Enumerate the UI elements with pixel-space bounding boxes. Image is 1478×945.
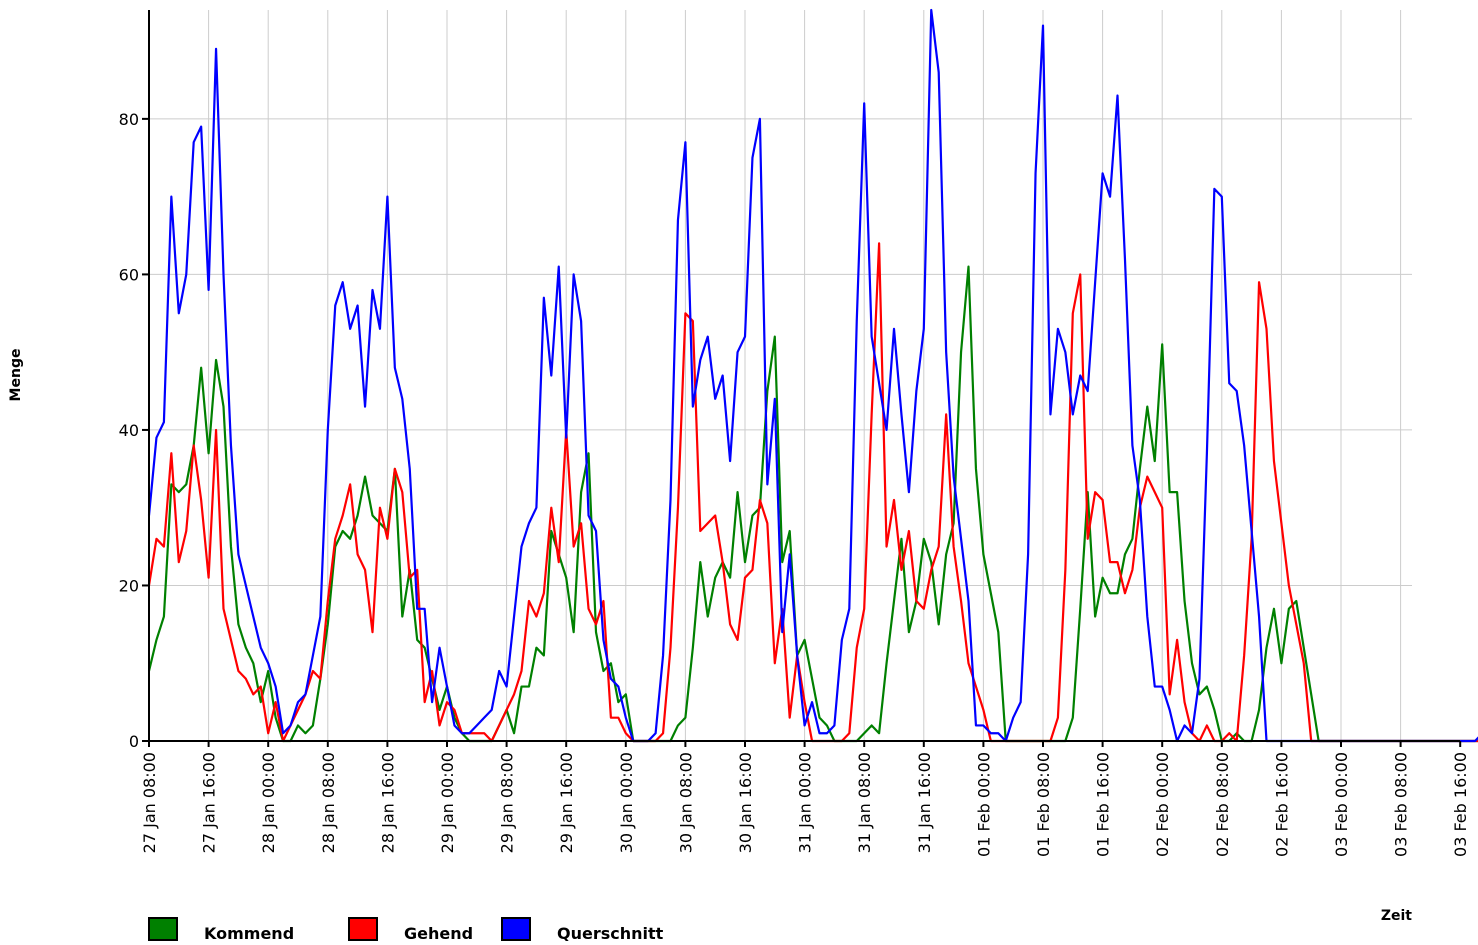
y-axis-title: Menge — [8, 349, 24, 402]
legend-label: Gehend — [404, 924, 473, 941]
x-axis-ticks: 27 Jan 08:00 27 Jan 16:00 28 Jan 00:00 28 J… — [140, 741, 1470, 857]
legend-swatch — [501, 917, 531, 941]
x-tick-label: 31 Jan 16:00 — [915, 752, 934, 853]
grid-lines — [148, 10, 1412, 741]
legend: Kommend Gehend Querschnitt — [148, 917, 664, 943]
x-tick-label: 01 Feb 00:00 — [974, 752, 993, 857]
x-tick-label: 27 Jan 16:00 — [200, 752, 219, 853]
series-line-kommend — [147, 265, 1478, 743]
x-tick-label: 28 Jan 00:00 — [259, 752, 278, 853]
x-tick-label: 03 Feb 08:00 — [1392, 752, 1411, 857]
legend-swatch — [148, 917, 178, 941]
x-tick-label: 28 Jan 08:00 — [319, 752, 338, 853]
x-tick-label: 29 Jan 00:00 — [438, 752, 457, 853]
axes — [148, 10, 1460, 742]
x-tick-label: 30 Jan 08:00 — [676, 752, 695, 853]
legend-label: Querschnitt — [557, 924, 664, 941]
x-tick-label: 03 Feb 16:00 — [1451, 752, 1470, 857]
y-tick-label: 40 — [119, 421, 139, 440]
legend-swatch — [348, 917, 378, 941]
series-lines — [147, 8, 1478, 743]
x-tick-label: 30 Jan 16:00 — [736, 752, 755, 853]
x-tick-label: 31 Jan 08:00 — [855, 752, 874, 853]
y-tick-label: 0 — [129, 732, 139, 751]
x-tick-label: 29 Jan 08:00 — [498, 752, 517, 853]
y-tick-label: 20 — [119, 576, 139, 595]
x-tick-label: 02 Feb 00:00 — [1153, 752, 1172, 857]
x-tick-label: 31 Jan 00:00 — [796, 752, 815, 853]
x-tick-label: 01 Feb 08:00 — [1034, 752, 1053, 857]
x-tick-label: 27 Jan 08:00 — [140, 752, 159, 853]
x-tick-label: 02 Feb 16:00 — [1272, 752, 1291, 857]
x-tick-label: 30 Jan 00:00 — [617, 752, 636, 853]
x-tick-label: 28 Jan 16:00 — [378, 752, 397, 853]
x-tick-label: 02 Feb 08:00 — [1213, 752, 1232, 857]
x-tick-label: 29 Jan 16:00 — [557, 752, 576, 853]
x-tick-label: 01 Feb 16:00 — [1094, 752, 1113, 857]
series-line-querschnitt — [147, 8, 1478, 743]
y-tick-label: 60 — [119, 265, 139, 284]
x-tick-label: 03 Feb 00:00 — [1332, 752, 1351, 857]
x-axis-title: Zeit — [1381, 908, 1412, 924]
legend-label: Kommend — [204, 924, 294, 941]
y-tick-label: 80 — [119, 110, 139, 129]
y-axis-ticks: 0 20 40 60 80 — [119, 110, 149, 751]
